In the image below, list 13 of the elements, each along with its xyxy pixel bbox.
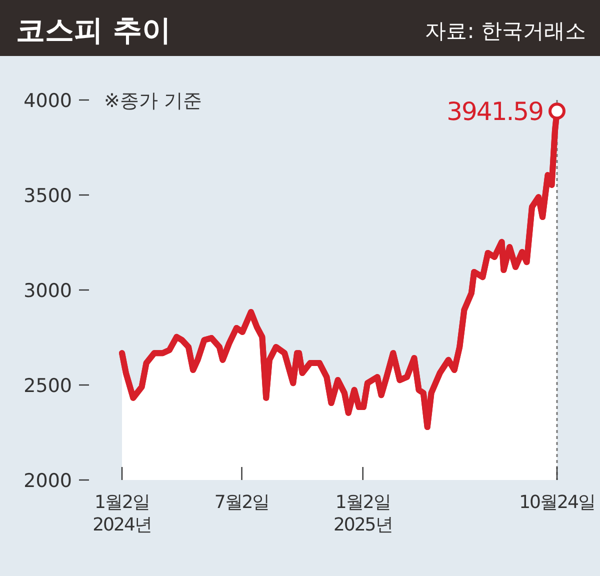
chart-title: 코스피 추이 — [16, 13, 172, 47]
y-tick-label: 2500 — [24, 375, 72, 397]
x-tick-label: 1월2일 2025년 — [333, 492, 392, 536]
x-tick-label: 7월2일 — [214, 492, 270, 513]
y-tick-label: 4000 — [24, 90, 72, 112]
annotation: ※종가 기준 — [104, 90, 202, 112]
annotation: 3941.59 — [446, 97, 544, 126]
y-tick-label: 3000 — [24, 280, 72, 302]
y-tick-label: 2000 — [24, 470, 72, 492]
text: 자료: 한국거래소 — [425, 19, 586, 43]
x-tick-label: 1월2일 2024년 — [92, 492, 152, 536]
y-tick-label: 3500 — [24, 185, 72, 207]
x-tick-label: 10월24일 — [519, 492, 595, 513]
